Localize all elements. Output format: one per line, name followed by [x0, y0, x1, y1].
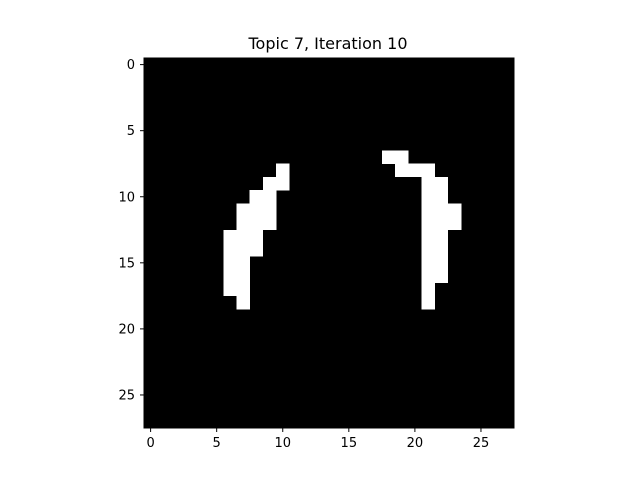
- heatmap-cell: [421, 216, 436, 231]
- y-tick-label: 5: [127, 124, 135, 139]
- heatmap-cell: [262, 203, 277, 217]
- heatmap-cell: [262, 190, 277, 204]
- y-tick-label: 0: [127, 58, 135, 73]
- heatmap-cell: [421, 243, 436, 257]
- heatmap-cell: [249, 229, 264, 244]
- x-tick-label: 0: [146, 436, 154, 451]
- heatmap-cell: [447, 203, 462, 217]
- heatmap-cell: [262, 176, 277, 191]
- heatmap-cell: [236, 269, 251, 283]
- heatmap-cell: [395, 163, 409, 178]
- heatmap-cell: [249, 190, 264, 204]
- chart-title: Topic 7, Iteration 10: [248, 34, 408, 53]
- heatmap-cell: [421, 163, 436, 178]
- y-tick-label: 15: [118, 256, 135, 271]
- x-tick-label: 5: [213, 436, 221, 451]
- heatmap-cell: [434, 243, 449, 257]
- heatmap-cell: [223, 229, 237, 244]
- heatmap-cell: [223, 282, 237, 297]
- heatmap-cell: [447, 216, 462, 231]
- heatmap-cell: [421, 269, 436, 283]
- x-tick-label: 25: [473, 436, 490, 451]
- heatmap-cell: [395, 150, 409, 165]
- y-tick-label: 25: [118, 388, 135, 403]
- heatmap-cell: [236, 295, 251, 310]
- heatmap-cell: [223, 243, 237, 257]
- x-tick-label: 15: [341, 436, 358, 451]
- heatmap-cell: [421, 190, 436, 204]
- heatmap-cell: [421, 295, 436, 310]
- heatmap-cell: [434, 256, 449, 270]
- heatmap-cell: [421, 229, 436, 244]
- heatmap-cell: [236, 256, 251, 270]
- x-axis: 0 5 10 15 20 25: [146, 428, 489, 451]
- heatmap-cell: [434, 190, 449, 204]
- heatmap-cell: [434, 216, 449, 231]
- heatmap-cell: [434, 269, 449, 283]
- heatmap-cell: [236, 282, 251, 297]
- heatmap-cell: [262, 216, 277, 231]
- heatmap-cell: [276, 176, 290, 191]
- y-tick-label: 10: [118, 190, 135, 205]
- x-tick-label: 10: [274, 436, 291, 451]
- heatmap-cell: [408, 163, 422, 178]
- heatmap-cell: [249, 216, 264, 231]
- heatmap-cell: [223, 269, 237, 283]
- heatmap-cell: [236, 216, 251, 231]
- heatmap-cell: [223, 256, 237, 270]
- heatmap-cell: [434, 176, 449, 191]
- heatmap-cell: [421, 282, 436, 297]
- y-axis: 0 5 10 15 20 25: [118, 58, 144, 403]
- heatmap-cell: [421, 203, 436, 217]
- heatmap-cell: [434, 229, 449, 244]
- heatmap-cell: [434, 203, 449, 217]
- heatmap-cell: [276, 163, 290, 178]
- plot-area: [143, 57, 515, 429]
- heatmap-cell: [249, 203, 264, 217]
- heatmap-cell: [421, 176, 436, 191]
- x-tick-label: 20: [407, 436, 424, 451]
- heatmap-cell: [381, 150, 396, 165]
- heatmap-cell: [421, 256, 436, 270]
- heatmap-cell: [236, 203, 251, 217]
- heatmap-background: [144, 58, 514, 428]
- y-tick-label: 20: [118, 322, 135, 337]
- heatmap-cell: [236, 229, 251, 244]
- heatmap-cell: [249, 243, 264, 257]
- axes-frame: [143, 57, 515, 429]
- heatmap-cell: [236, 243, 251, 257]
